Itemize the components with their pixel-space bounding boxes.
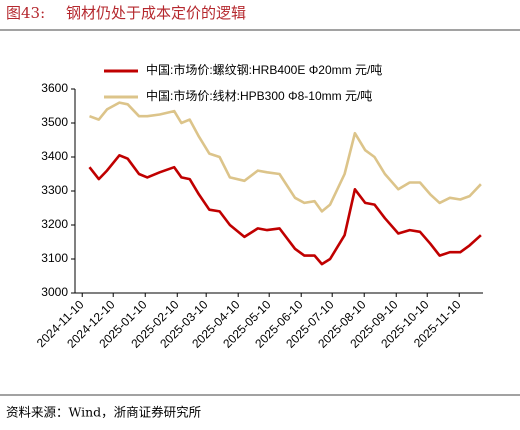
legend-label: 中国:市场价:线材:HPB300 Φ8-10mm 元/吨 bbox=[146, 88, 372, 103]
series-line bbox=[89, 101, 482, 213]
y-tick-label: 3500 bbox=[41, 115, 68, 129]
figure-label: 图43: bbox=[6, 4, 45, 22]
y-tick-label: 3200 bbox=[41, 217, 68, 231]
legend-label: 中国:市场价:螺纹钢:HRB400E Φ20mm 元/吨 bbox=[146, 62, 382, 77]
series-line bbox=[88, 154, 482, 266]
chart-title: 钢材仍处于成本定价的逻辑 bbox=[66, 4, 246, 22]
y-tick-label: 3000 bbox=[41, 285, 68, 299]
y-tick-label: 3400 bbox=[41, 149, 68, 163]
y-tick-label: 3100 bbox=[41, 251, 68, 265]
y-tick-label: 3600 bbox=[41, 81, 68, 95]
source: 资料来源：Wind，浙商证券研究所 bbox=[6, 405, 201, 420]
y-tick-label: 3300 bbox=[41, 183, 68, 197]
